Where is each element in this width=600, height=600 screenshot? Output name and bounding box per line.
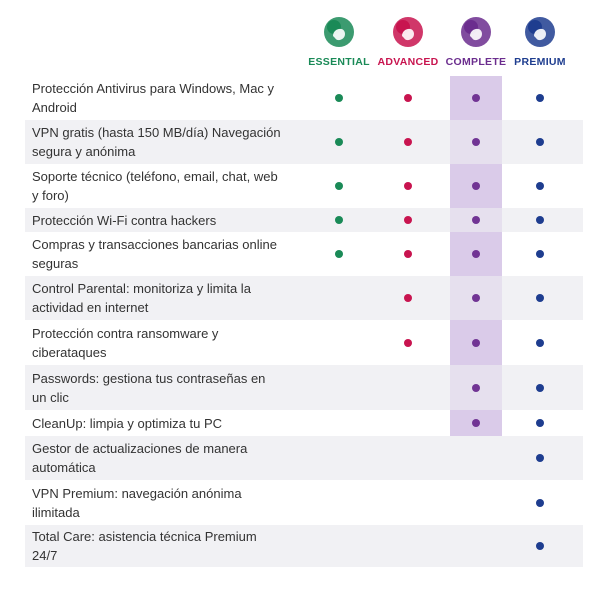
feature-included-dot-complete [472, 138, 480, 146]
feature-included-dot-essential [335, 138, 343, 146]
plan-name: ESSENTIAL [308, 56, 370, 68]
feature-included-dot-complete [472, 250, 480, 258]
plan-header-premium: PREMIUM [495, 16, 585, 68]
feature-label: Soporte técnico (teléfono, email, chat, … [32, 169, 278, 203]
complete-logo-icon [460, 16, 492, 48]
feature-included-dot-complete [472, 383, 480, 392]
feature-label: Control Parental: monitoriza y limita la… [32, 281, 251, 315]
feature-row: Protección Wi-Fi contra hackers [25, 208, 583, 232]
plan-header-complete: COMPLETE [431, 16, 521, 68]
feature-included-dot-premium [536, 94, 544, 102]
feature-included-dot-premium [536, 498, 544, 507]
feature-label: Gestor de actualizaciones de manera auto… [32, 441, 248, 475]
feature-included-dot-premium [536, 383, 544, 392]
plan-name: COMPLETE [445, 56, 507, 68]
essential-logo-icon [323, 16, 355, 48]
feature-row: Total Care: asistencia técnica Premium 2… [25, 525, 583, 567]
feature-included-dot-advanced [404, 294, 412, 302]
feature-row: VPN Premium: navegación anónima ilimitad… [25, 480, 583, 525]
feature-row: Soporte técnico (teléfono, email, chat, … [25, 164, 583, 208]
feature-included-dot-premium [536, 182, 544, 190]
feature-included-dot-premium [536, 419, 544, 427]
feature-included-dot-advanced [404, 138, 412, 146]
feature-label: CleanUp: limpia y optimiza tu PC [32, 415, 223, 431]
feature-included-dot-complete [472, 294, 480, 302]
feature-included-dot-advanced [404, 250, 412, 258]
feature-row: Protección Antivirus para Windows, Mac y… [25, 76, 583, 120]
feature-included-dot-complete [472, 94, 480, 102]
plan-header-essential: ESSENTIAL [294, 16, 384, 68]
feature-label: Passwords: gestiona tus contraseñas en u… [32, 370, 266, 405]
feature-included-dot-advanced [404, 94, 412, 102]
feature-included-dot-advanced [404, 216, 412, 224]
feature-included-dot-premium [536, 250, 544, 258]
feature-included-dot-premium [536, 216, 544, 224]
feature-included-dot-complete [472, 419, 480, 427]
feature-label: Total Care: asistencia técnica Premium 2… [32, 529, 257, 563]
plan-name: PREMIUM [514, 56, 566, 68]
feature-included-dot-advanced [404, 182, 412, 190]
advanced-logo-icon [392, 16, 424, 48]
feature-included-dot-complete [472, 216, 480, 224]
feature-row: Gestor de actualizaciones de manera auto… [25, 436, 583, 480]
feature-label: Protección Antivirus para Windows, Mac y… [32, 81, 275, 115]
feature-included-dot-complete [472, 338, 480, 347]
feature-label: Protección Wi-Fi contra hackers [32, 212, 217, 228]
feature-included-dot-essential [335, 94, 343, 102]
feature-row: Control Parental: monitoriza y limita la… [25, 276, 583, 320]
feature-included-dot-premium [536, 138, 544, 146]
feature-included-dot-essential [335, 250, 343, 258]
feature-row: Passwords: gestiona tus contraseñas en u… [25, 365, 583, 410]
feature-row: Protección contra ransomware y ciberataq… [25, 320, 583, 365]
feature-label: VPN Premium: navegación anónima ilimitad… [32, 485, 242, 520]
feature-included-dot-premium [536, 294, 544, 302]
feature-included-dot-premium [536, 338, 544, 347]
feature-row: CleanUp: limpia y optimiza tu PC [25, 410, 583, 436]
feature-included-dot-premium [536, 454, 544, 462]
feature-included-dot-essential [335, 216, 343, 224]
feature-row: VPN gratis (hasta 150 MB/día) Navegación… [25, 120, 583, 164]
feature-label: Protección contra ransomware y ciberataq… [32, 325, 219, 360]
plan-name: ADVANCED [377, 56, 439, 68]
feature-row: Compras y transacciones bancarias online… [25, 232, 583, 276]
feature-included-dot-advanced [404, 338, 412, 347]
feature-included-dot-premium [536, 542, 544, 550]
feature-label: Compras y transacciones bancarias online… [32, 237, 277, 271]
feature-label: VPN gratis (hasta 150 MB/día) Navegación… [32, 125, 281, 159]
feature-included-dot-essential [335, 182, 343, 190]
feature-included-dot-complete [472, 182, 480, 190]
plan-header-advanced: ADVANCED [363, 16, 453, 68]
premium-logo-icon [524, 16, 556, 48]
